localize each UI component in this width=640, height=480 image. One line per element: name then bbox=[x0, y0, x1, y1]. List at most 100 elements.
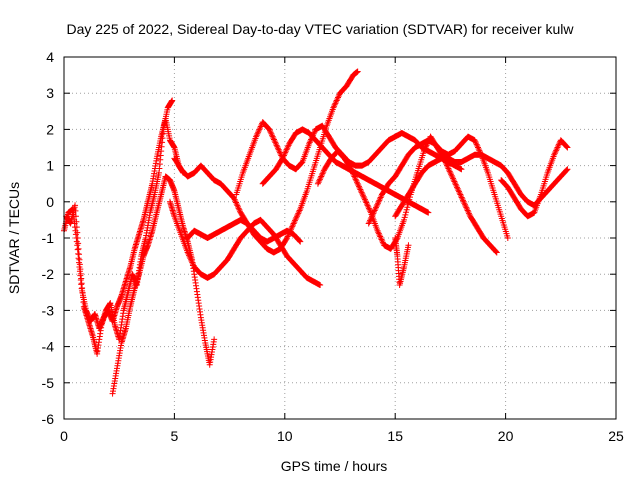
data-point bbox=[284, 235, 291, 241]
data-point bbox=[405, 242, 412, 249]
data-point bbox=[268, 130, 275, 137]
data-point bbox=[492, 248, 499, 255]
data-point bbox=[279, 155, 286, 162]
data-point bbox=[404, 204, 411, 211]
data-point bbox=[454, 185, 461, 192]
data-point bbox=[420, 148, 427, 155]
data-point bbox=[284, 233, 291, 240]
data-point bbox=[403, 209, 410, 216]
data-point bbox=[372, 206, 379, 213]
data-point bbox=[257, 124, 264, 131]
data-point bbox=[317, 282, 324, 289]
data-point bbox=[331, 103, 338, 110]
data-point bbox=[375, 230, 382, 237]
y-tick-label: 0 bbox=[46, 194, 54, 210]
data-point bbox=[187, 255, 194, 262]
data-point bbox=[457, 193, 464, 200]
data-point bbox=[474, 143, 481, 150]
data-point bbox=[446, 168, 453, 175]
data-point bbox=[359, 190, 366, 197]
data-point bbox=[283, 236, 290, 243]
series-sat-f bbox=[184, 216, 304, 245]
y-tick-label: -3 bbox=[42, 302, 55, 318]
data-point bbox=[186, 253, 193, 260]
data-point bbox=[551, 151, 558, 158]
data-point bbox=[379, 239, 386, 246]
data-point bbox=[270, 135, 277, 142]
data-point bbox=[493, 249, 500, 256]
data-point bbox=[289, 223, 296, 230]
data-point bbox=[292, 216, 299, 223]
data-point bbox=[232, 198, 239, 205]
data-point bbox=[444, 162, 451, 169]
data-point bbox=[296, 237, 303, 244]
data-point bbox=[376, 195, 383, 202]
data-point bbox=[276, 148, 283, 155]
data-point bbox=[257, 123, 264, 130]
data-point bbox=[452, 181, 459, 188]
data-point bbox=[282, 149, 289, 156]
data-point bbox=[296, 207, 303, 214]
data-point bbox=[295, 237, 302, 244]
data-point bbox=[443, 161, 450, 168]
data-point bbox=[466, 211, 473, 218]
data-point bbox=[348, 167, 355, 174]
data-point bbox=[371, 208, 378, 215]
data-point bbox=[461, 201, 468, 208]
data-point bbox=[465, 210, 472, 217]
data-point bbox=[375, 229, 382, 236]
data-point bbox=[458, 166, 465, 173]
data-point bbox=[316, 176, 323, 183]
data-point bbox=[363, 199, 370, 206]
y-tick-label: 2 bbox=[46, 121, 54, 137]
data-point bbox=[315, 179, 322, 186]
data-point bbox=[378, 193, 385, 200]
data-point bbox=[72, 202, 79, 209]
y-tick-label: -2 bbox=[42, 266, 55, 282]
data-point bbox=[318, 172, 325, 179]
data-point bbox=[352, 174, 359, 181]
data-point bbox=[291, 219, 298, 226]
data-point bbox=[330, 104, 337, 111]
data-point bbox=[358, 189, 365, 196]
data-point bbox=[402, 211, 409, 218]
data-point bbox=[73, 218, 80, 225]
data-point bbox=[366, 219, 373, 226]
data-point bbox=[298, 159, 305, 166]
data-point bbox=[231, 196, 238, 203]
data-point bbox=[278, 156, 285, 163]
data-point bbox=[288, 224, 295, 231]
data-point bbox=[254, 130, 261, 137]
data-point bbox=[453, 182, 460, 189]
data-point bbox=[363, 200, 370, 207]
data-point bbox=[234, 203, 241, 210]
data-point bbox=[255, 129, 262, 136]
x-tick-label: 20 bbox=[498, 428, 514, 444]
data-point bbox=[457, 191, 464, 198]
data-point bbox=[284, 145, 291, 152]
data-point bbox=[555, 141, 562, 148]
data-point bbox=[369, 211, 376, 218]
data-point bbox=[463, 204, 470, 211]
data-point bbox=[311, 129, 318, 136]
data-point bbox=[377, 194, 384, 201]
data-point bbox=[255, 127, 262, 134]
data-point bbox=[447, 169, 454, 176]
data-point bbox=[332, 100, 339, 107]
data-point bbox=[298, 160, 305, 167]
data-point bbox=[454, 184, 461, 191]
plot-frame bbox=[63, 56, 617, 420]
data-point bbox=[551, 150, 558, 157]
data-point bbox=[335, 93, 342, 100]
data-point bbox=[563, 167, 570, 174]
data-point bbox=[187, 256, 194, 263]
data-point bbox=[475, 145, 482, 152]
data-point bbox=[353, 177, 360, 184]
data-point bbox=[369, 213, 376, 220]
data-point bbox=[450, 177, 457, 184]
data-point bbox=[450, 175, 457, 182]
data-point bbox=[368, 214, 375, 221]
data-point bbox=[444, 164, 451, 171]
series-sat-g bbox=[233, 119, 465, 198]
